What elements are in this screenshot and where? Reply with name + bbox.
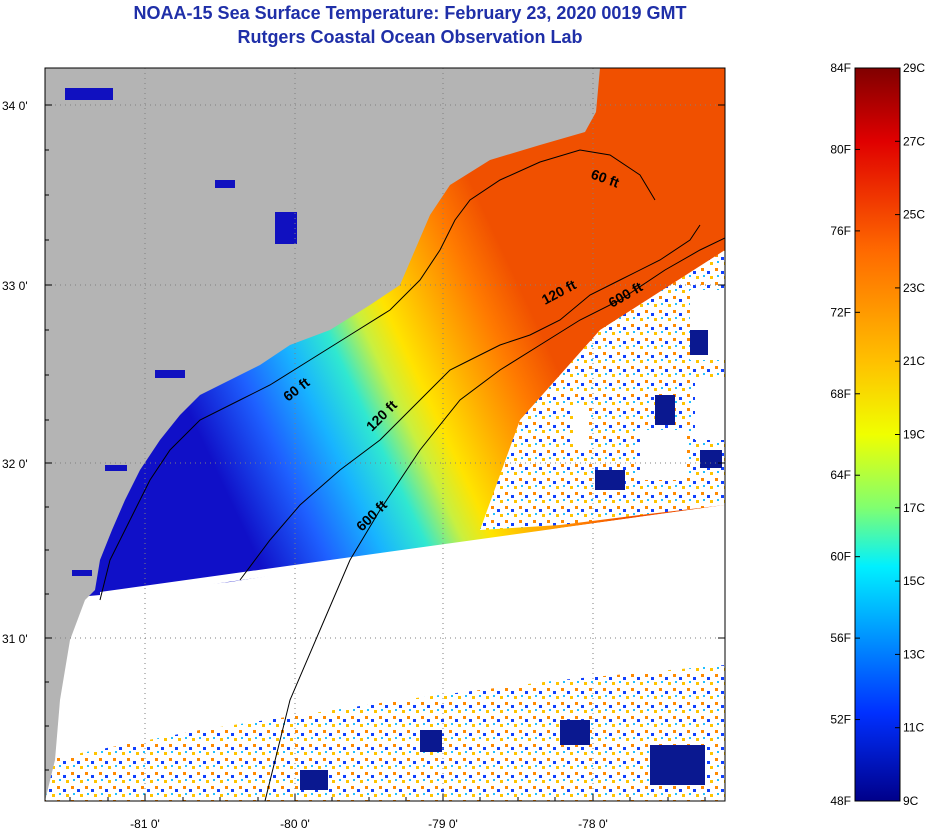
lat-label-32: 32 0' (2, 457, 28, 471)
colorbar-f-label: 60F (830, 550, 851, 564)
contour-60ft (99, 149, 656, 601)
lower-warm-area (45, 665, 725, 801)
graticule (45, 68, 725, 801)
colorbar-f-label: 72F (830, 305, 851, 319)
colorbar-f-label: 64F (830, 468, 851, 482)
lat-label-31: 31 0' (2, 632, 28, 646)
colorbar-c-label: 13C (903, 647, 925, 661)
map-subtitle: Rutgers Coastal Ocean Observation Lab (237, 27, 583, 47)
colorbar-f-label: 48F (830, 794, 851, 808)
colorbar-c-label: 25C (903, 208, 925, 222)
colorbar-c-label: 29C (903, 61, 925, 75)
colorbar-f-label: 80F (830, 142, 851, 156)
axis-ticks (45, 104, 725, 801)
contour-600ft (264, 237, 725, 801)
colorbar-c-label: 17C (903, 501, 925, 515)
colorbar-f-label: 84F (830, 61, 851, 75)
lon-label-79: -79 0' (428, 817, 458, 831)
scan-gap-stripe (100, 505, 725, 600)
map-frame (44, 67, 726, 802)
colorbar-c-label: 9C (903, 794, 919, 808)
colorbar-f-label: 68F (830, 387, 851, 401)
colorbar-f-label: 76F (830, 224, 851, 238)
colorbar-celsius-ticks: 29C 27C 25C 23C 21C 19C 17C 15C 13C 11C 9C (895, 61, 925, 808)
lon-label-81: -81 0' (130, 817, 160, 831)
contour-120ft (239, 224, 701, 581)
colorbar-c-label: 23C (903, 281, 925, 295)
lon-label-78: -78 0' (578, 817, 608, 831)
map-title: NOAA-15 Sea Surface Temperature: Februar… (133, 3, 687, 23)
latitude-labels: 34 0' 33 0' 32 0' 31 0' (2, 99, 28, 646)
lower-cold-blobs (300, 720, 705, 790)
colorbar-fahrenheit-ticks: 84F 80F 76F 72F 68F 64F 60F 56F 52F 48F (830, 61, 860, 808)
colorbar-c-label: 27C (903, 134, 925, 148)
lon-label-80: -80 0' (280, 817, 310, 831)
colorbar-f-label: 56F (830, 631, 851, 645)
colorbar-c-label: 21C (903, 354, 925, 368)
lat-label-34: 34 0' (2, 99, 28, 113)
bathymetry-contours (99, 149, 725, 801)
lat-label-33: 33 0' (2, 279, 28, 293)
colorbar-c-label: 19C (903, 428, 925, 442)
colorbar-c-label: 11C (903, 721, 924, 735)
colorbar-f-label: 52F (830, 713, 851, 727)
temperature-colorbar: 84F 80F 76F 72F 68F 64F 60F 56F 52F 48F 29C 27C 25C… (830, 61, 925, 808)
longitude-labels: -81 0' -80 0' -79 0' -78 0' (130, 817, 608, 831)
inland-waterways (65, 88, 297, 576)
colorbar-c-label: 15C (903, 574, 925, 588)
colorbar-gradient (854, 67, 901, 802)
cloud-patches (575, 290, 725, 480)
land-mass (45, 68, 600, 801)
